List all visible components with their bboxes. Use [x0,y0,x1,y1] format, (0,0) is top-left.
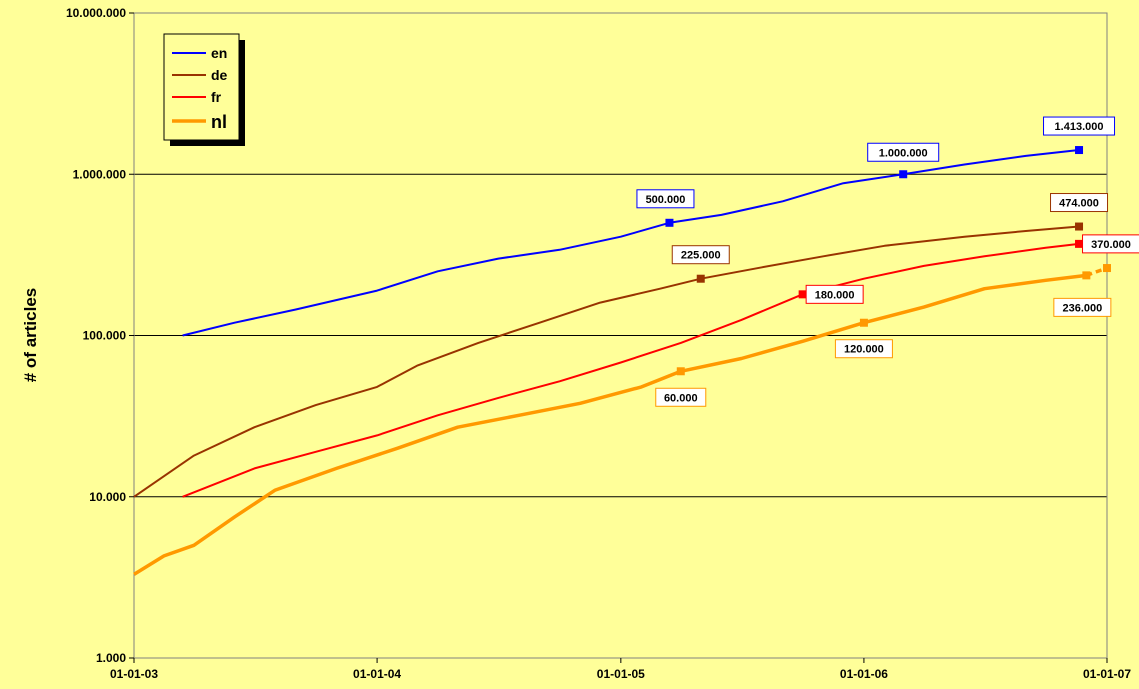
data-label-box [636,189,695,209]
legend-label-nl: nl [211,112,227,132]
series-line-nl [133,273,1087,576]
y-tick-label: 1.000 [96,651,126,665]
series-group [133,149,1111,576]
data-point-marker [1075,239,1084,248]
data-point-marker [665,218,674,227]
series-line-en [182,149,1080,337]
data-label: 474.000 [1059,198,1099,210]
data-label-box [1050,193,1109,213]
data-point-marker [1075,222,1084,231]
data-label-box [1053,297,1112,317]
data-label: 1.413.000 [1055,121,1104,133]
axis-ticks: 1.000 10.000 100.000 1.000.000 10.000.000 01-… [66,6,1131,681]
data-point-marker [1075,146,1084,155]
series-line-fr [182,242,1080,498]
data-label-box [805,284,864,304]
data-label-box [867,142,940,162]
data-point-marker [696,274,705,283]
data-label: 500.000 [646,194,686,206]
legend: en de fr nl [163,33,245,146]
series-line-de [133,225,1080,498]
data-point-marker [798,290,807,299]
data-point-marker [1082,271,1091,280]
legend-label-fr: fr [211,89,222,105]
x-tick-label: 01-01-06 [840,667,888,681]
data-label: 1.000.000 [879,147,928,159]
data-label: 236.000 [1062,302,1102,314]
y-tick-label: 100.000 [83,329,127,343]
data-point-marker [676,367,685,376]
data-label: 120.000 [844,344,884,356]
data-label-box [834,339,893,359]
data-label-box [671,245,730,265]
x-tick-label: 01-01-04 [353,667,401,681]
data-label: 370.000 [1091,239,1131,251]
x-tick-label: 01-01-05 [597,667,645,681]
y-tick-label: 10.000.000 [66,6,126,20]
data-labels: 1.413.000 1.000.000 500.000 474.000 225.000 3… [636,116,1139,407]
projection-marker-nl [1103,264,1111,273]
data-label-box [1082,234,1139,254]
data-point-marker [899,170,908,179]
x-tick-label: 01-01-03 [110,667,158,681]
data-label: 225.000 [681,250,721,262]
data-label: 60.000 [664,392,698,404]
data-label-box [1043,116,1116,136]
gridlines [134,12,1107,659]
data-point-marker [859,318,868,327]
x-tick-label: 01-01-07 [1083,667,1131,681]
y-tick-label: 10.000 [89,490,126,504]
data-label-box [655,387,707,407]
legend-label-en: en [211,45,227,61]
legend-label-de: de [211,67,228,83]
data-label: 180.000 [815,289,855,301]
y-axis-label: # of articles [21,288,40,383]
legend-box [163,33,240,141]
y-tick-label: 1.000.000 [73,167,127,181]
